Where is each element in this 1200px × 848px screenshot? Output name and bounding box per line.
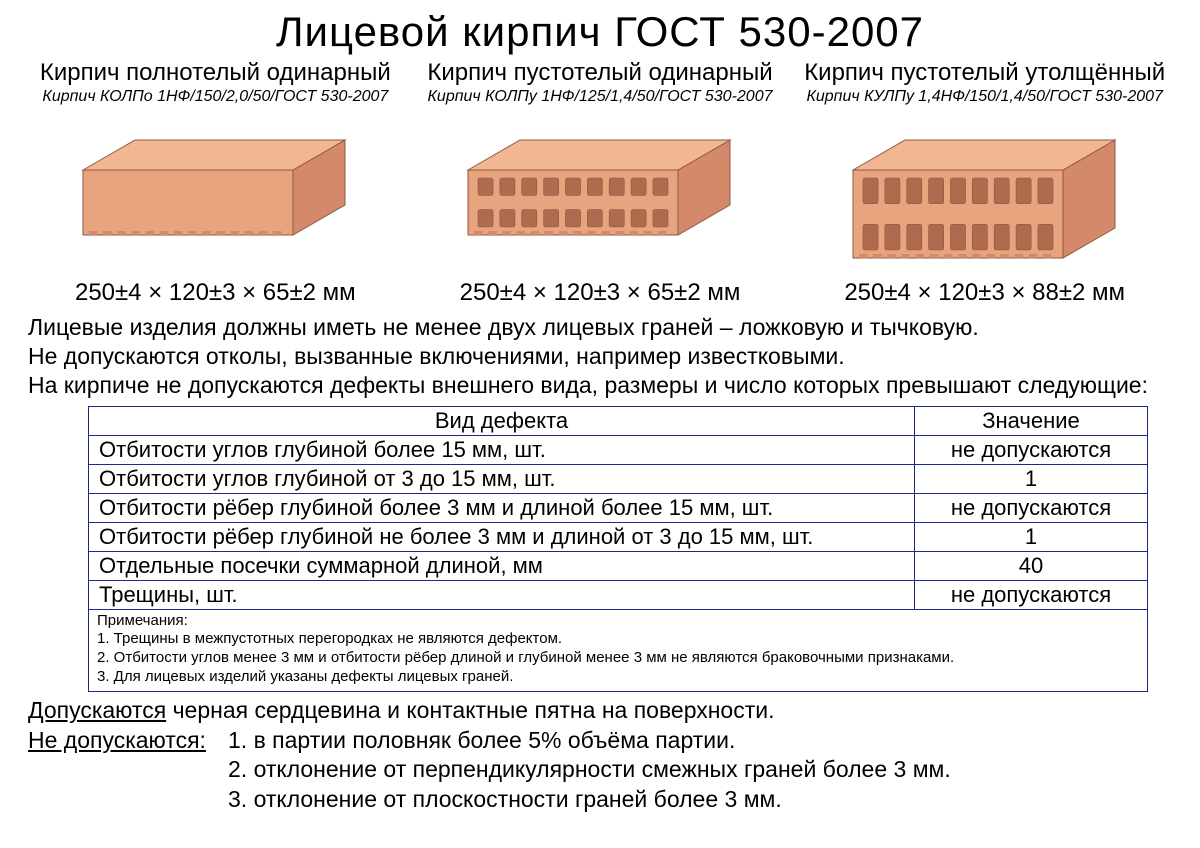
brick-dimensions: 250±4 × 120±3 × 65±2 мм xyxy=(413,279,788,307)
not-allowed-item: 1. в партии половняк более 5% объёма пар… xyxy=(228,726,951,756)
brick-illustration xyxy=(28,112,403,277)
notes-block: Примечания:1. Трещины в межпустотных пер… xyxy=(88,610,1148,692)
defect-name-cell: Отдельные посечки суммарной длиной, мм xyxy=(89,551,915,580)
brick-illustration xyxy=(413,112,788,277)
body-paragraph: Не допускаются отколы, вызванные включен… xyxy=(28,342,1172,371)
note-item: 2. Отбитости углов менее 3 мм и отбитост… xyxy=(97,649,1139,668)
brick-subtitle: Кирпич КУЛПу 1,4НФ/150/1,4/50/ГОСТ 530-2… xyxy=(797,88,1172,106)
brick-dimensions: 250±4 × 120±3 × 65±2 мм xyxy=(28,279,403,307)
page-title: Лицевой кирпич ГОСТ 530-2007 xyxy=(28,8,1172,56)
body-text: Лицевые изделия должны иметь не менее дв… xyxy=(28,313,1172,399)
brick-column: Кирпич пустотелый одинарный Кирпич КОЛПу… xyxy=(413,60,788,307)
allowed-label: Допускаются xyxy=(28,697,166,723)
brick-title: Кирпич пустотелый одинарный xyxy=(413,60,788,86)
defect-name-cell: Отбитости углов глубиной от 3 до 15 мм, … xyxy=(89,464,915,493)
brick-subtitle: Кирпич КОЛПу 1НФ/125/1,4/50/ГОСТ 530-200… xyxy=(413,88,788,106)
table-header-cell: Вид дефекта xyxy=(89,406,915,435)
table-header-cell: Значение xyxy=(915,406,1148,435)
table-row: Отбитости углов глубиной от 3 до 15 мм, … xyxy=(89,464,1148,493)
defect-value-cell: 1 xyxy=(915,522,1148,551)
not-allowed-label: Не допускаются: xyxy=(28,727,206,753)
table-row: Трещины, шт.не допускаются xyxy=(89,580,1148,609)
allowed-line: Допускаются черная сердцевина и контактн… xyxy=(28,696,1172,726)
body-paragraph: На кирпиче не допускаются дефекты внешне… xyxy=(28,371,1172,400)
defect-value-cell: не допускаются xyxy=(915,493,1148,522)
defect-value-cell: не допускаются xyxy=(915,580,1148,609)
notes-header: Примечания: xyxy=(97,612,1139,631)
defect-name-cell: Отбитости рёбер глубиной не более 3 мм и… xyxy=(89,522,915,551)
defect-value-cell: не допускаются xyxy=(915,435,1148,464)
brick-title: Кирпич полнотелый одинарный xyxy=(28,60,403,86)
allowed-block: Допускаются черная сердцевина и контактн… xyxy=(28,696,1172,816)
brick-subtitle: Кирпич КОЛПо 1НФ/150/2,0/50/ГОСТ 530-200… xyxy=(28,88,403,106)
brick-illustration xyxy=(797,112,1172,277)
defect-name-cell: Отбитости углов глубиной более 15 мм, шт… xyxy=(89,435,915,464)
defect-name-cell: Отбитости рёбер глубиной более 3 мм и дл… xyxy=(89,493,915,522)
table-row: Отбитости рёбер глубиной не более 3 мм и… xyxy=(89,522,1148,551)
table-header-row: Вид дефектаЗначение xyxy=(89,406,1148,435)
brick-title: Кирпич пустотелый утолщённый xyxy=(797,60,1172,86)
allowed-text: черная сердцевина и контактные пятна на … xyxy=(173,697,775,723)
table-row: Отдельные посечки суммарной длиной, мм40 xyxy=(89,551,1148,580)
not-allowed-item: 2. отклонение от перпендикулярности смеж… xyxy=(228,755,951,785)
defect-name-cell: Трещины, шт. xyxy=(89,580,915,609)
brick-dimensions: 250±4 × 120±3 × 88±2 мм xyxy=(797,279,1172,307)
table-body: Отбитости углов глубиной более 15 мм, шт… xyxy=(89,435,1148,609)
brick-column: Кирпич полнотелый одинарный Кирпич КОЛПо… xyxy=(28,60,403,307)
not-allowed-items: 1. в партии половняк более 5% объёма пар… xyxy=(228,726,951,816)
note-item: 1. Трещины в межпустотных перегородках н… xyxy=(97,630,1139,649)
defect-value-cell: 1 xyxy=(915,464,1148,493)
table-row: Отбитости рёбер глубиной более 3 мм и дл… xyxy=(89,493,1148,522)
brick-column: Кирпич пустотелый утолщённый Кирпич КУЛП… xyxy=(797,60,1172,307)
not-allowed-row: Не допускаются: 1. в партии половняк бол… xyxy=(28,726,1172,816)
not-allowed-label-wrap: Не допускаются: xyxy=(28,726,228,816)
table-row: Отбитости углов глубиной более 15 мм, шт… xyxy=(89,435,1148,464)
bricks-row: Кирпич полнотелый одинарный Кирпич КОЛПо… xyxy=(28,60,1172,307)
defect-value-cell: 40 xyxy=(915,551,1148,580)
note-item: 3. Для лицевых изделий указаны дефекты л… xyxy=(97,668,1139,687)
not-allowed-item: 3. отклонение от плоскостности граней бо… xyxy=(228,785,951,815)
body-paragraph: Лицевые изделия должны иметь не менее дв… xyxy=(28,313,1172,342)
defects-table: Вид дефектаЗначение Отбитости углов глуб… xyxy=(88,406,1148,610)
